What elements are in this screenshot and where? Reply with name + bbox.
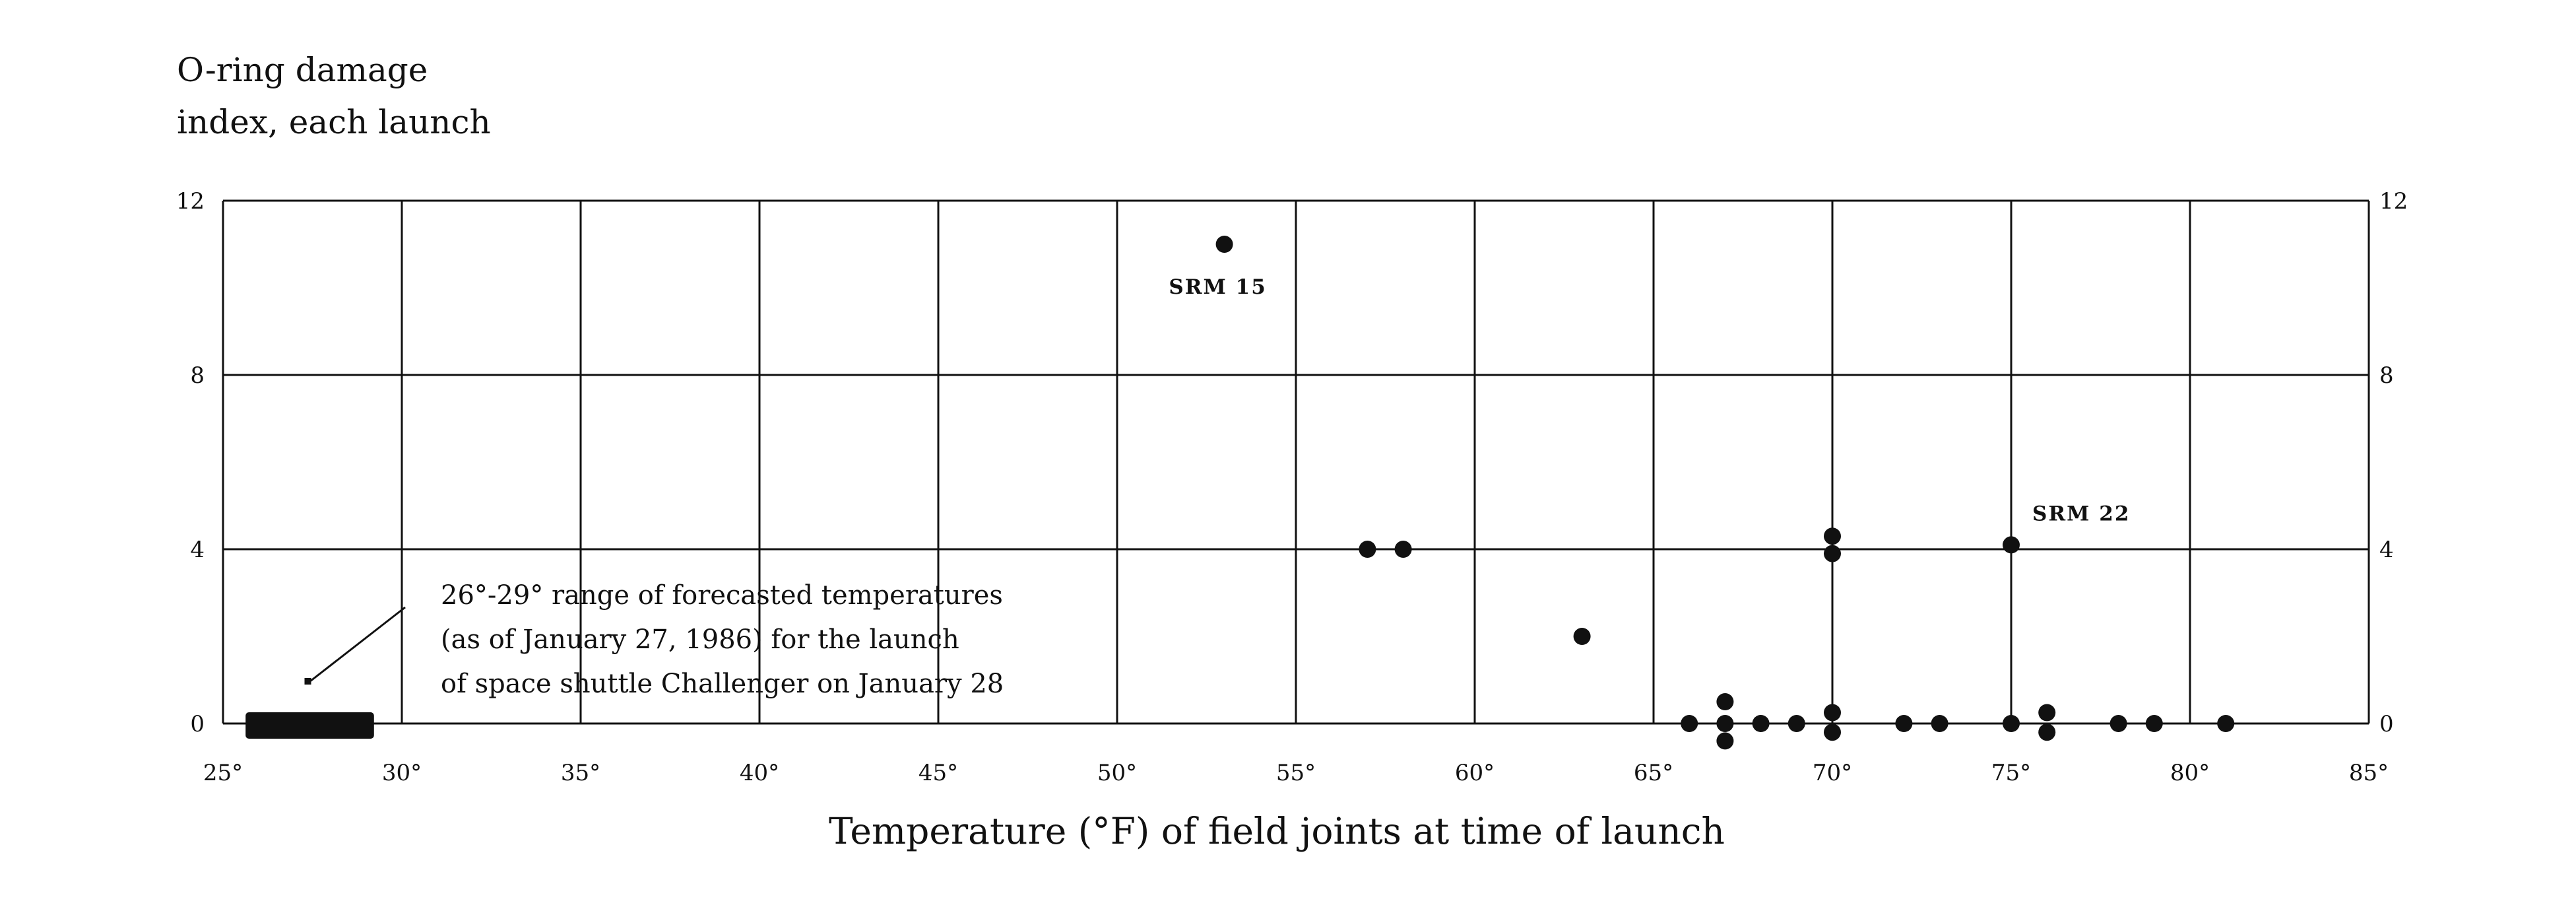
- data-point: [1895, 715, 1913, 732]
- data-point: [2003, 536, 2020, 554]
- x-tick-label: 45°: [918, 760, 958, 786]
- forecast-leader-line: [307, 606, 406, 684]
- data-point: [2038, 724, 2056, 741]
- y-tick-label-left: 8: [190, 362, 205, 389]
- data-point: [1824, 704, 1841, 722]
- data-point: [1931, 715, 1948, 732]
- data-point: [1359, 541, 1376, 558]
- data-point: [1716, 693, 1734, 710]
- data-point: [1824, 527, 1841, 545]
- y-tick-label-left: 12: [176, 188, 205, 215]
- srm-point-label: SRM 22: [2032, 502, 2130, 525]
- point-labels: SRM 15 SRM 22: [1169, 275, 2130, 525]
- x-tick-label: 70°: [1813, 760, 1852, 786]
- x-tick-label: 85°: [2349, 760, 2389, 786]
- x-tick-label: 55°: [1276, 760, 1316, 786]
- data-point: [1716, 732, 1734, 750]
- data-point: [1573, 628, 1591, 645]
- data-point: [1716, 715, 1734, 732]
- x-tick-label: 65°: [1634, 760, 1673, 786]
- forecast-leader-dot: [304, 678, 311, 685]
- data-point: [1752, 715, 1770, 732]
- data-point: [2003, 715, 2020, 732]
- x-tick-label: 25°: [203, 760, 243, 786]
- axis-tick-labels: 25° 30° 35° 40° 45° 50° 55° 60° 65° 70° 75° 80° 85° 0…: [176, 188, 2408, 786]
- data-point: [2145, 715, 2163, 732]
- y-axis-title-line-2: index, each launch: [177, 103, 491, 141]
- forecast-range-annotation: 26°-29° range of forecasted temperatures…: [245, 580, 1004, 739]
- y-axis-title-line-1: O-ring damage: [177, 51, 428, 89]
- data-point: [1824, 545, 1841, 562]
- x-tick-label: 50°: [1097, 760, 1137, 786]
- x-tick-label: 40°: [740, 760, 779, 786]
- y-tick-label-right: 0: [2379, 711, 2394, 737]
- data-point: [2217, 715, 2235, 732]
- forecast-note-line: (as of January 27, 1986) for the launch: [441, 624, 959, 655]
- data-point: [1394, 541, 1412, 558]
- y-tick-label-right: 4: [2379, 537, 2394, 563]
- y-tick-label-right: 8: [2379, 362, 2394, 389]
- data-point: [1681, 715, 1698, 732]
- forecast-note-line: of space shuttle Challenger on January 2…: [441, 669, 1004, 699]
- y-tick-label-right: 12: [2379, 188, 2408, 215]
- y-tick-label-left: 0: [190, 711, 205, 737]
- x-axis-title: Temperature (°F) of field joints at time…: [829, 810, 1725, 852]
- data-point: [1215, 236, 1233, 253]
- data-points: [1215, 236, 2235, 750]
- data-point: [2109, 715, 2127, 732]
- x-tick-label: 75°: [1991, 760, 2031, 786]
- srm-point-label: SRM 15: [1169, 275, 1266, 299]
- data-point: [1824, 724, 1841, 741]
- x-tick-label: 80°: [2170, 760, 2210, 786]
- forecast-note-line: 26°-29° range of forecasted temperatures: [441, 580, 1003, 611]
- y-tick-label-left: 4: [190, 537, 205, 563]
- data-point: [1787, 715, 1805, 732]
- forecast-range-bar: [245, 712, 374, 739]
- x-tick-label: 60°: [1455, 760, 1495, 786]
- data-point: [2038, 704, 2056, 722]
- x-tick-label: 35°: [561, 760, 600, 786]
- x-tick-label: 30°: [382, 760, 422, 786]
